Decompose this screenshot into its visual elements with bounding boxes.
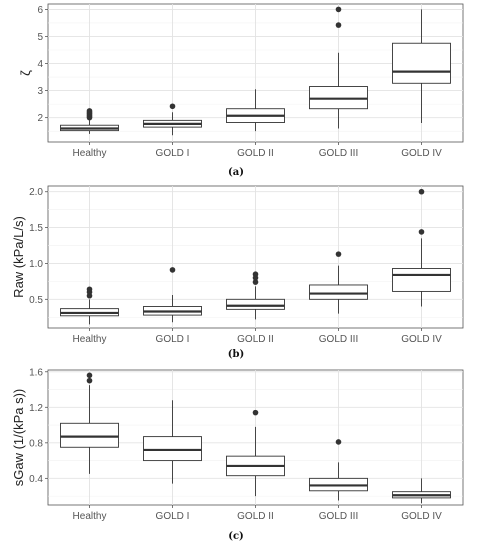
outlier-point — [252, 409, 259, 416]
iqr-box — [60, 422, 119, 448]
y-tick-label: 1.0 — [29, 259, 43, 270]
outlier-point — [335, 22, 342, 28]
x-tick-label: GOLD III — [319, 148, 358, 159]
panel-caption: (c) — [228, 531, 244, 542]
box-gold-ii — [226, 271, 285, 320]
box-healthy — [60, 108, 119, 134]
x-tick-label: GOLD I — [156, 148, 190, 159]
x-tick-label: GOLD II — [237, 511, 274, 522]
outlier-point — [169, 103, 176, 110]
iqr-box — [226, 298, 285, 310]
x-tick-label: GOLD IV — [401, 511, 442, 522]
y-tick-label: 0.5 — [29, 295, 43, 306]
x-tick-label: GOLD I — [156, 334, 190, 345]
x-tick-label: GOLD II — [237, 148, 274, 159]
iqr-box — [143, 436, 202, 462]
outlier-point — [86, 108, 93, 114]
y-axis-title: Raw (kPa/L/s) — [11, 216, 26, 298]
box-healthy — [60, 372, 119, 474]
iqr-box — [309, 284, 368, 300]
outlier-point — [418, 188, 425, 195]
x-tick-label: Healthy — [73, 148, 107, 159]
box-gold-iii — [309, 251, 368, 314]
x-tick-label: GOLD IV — [401, 148, 442, 159]
outlier-point — [252, 271, 259, 278]
x-tick-label: GOLD III — [319, 511, 358, 522]
outlier-point — [86, 372, 93, 379]
box-gold-ii — [226, 89, 285, 132]
x-tick-label: Healthy — [73, 334, 107, 345]
outlier-point — [169, 267, 176, 273]
box-gold-iii — [309, 6, 368, 129]
outlier-point — [252, 279, 259, 285]
box-gold-i — [143, 267, 202, 323]
y-tick-label: 5 — [37, 32, 43, 43]
chart-panel-2: 0.5 1.0 1.5 2.0 Healthy GOLD I GOLD II GOLD III… — [11, 185, 464, 360]
x-tick-label: GOLD II — [237, 334, 274, 345]
box-gold-i — [143, 103, 202, 136]
box-gold-iv — [392, 478, 451, 504]
outlier-point — [335, 6, 342, 13]
outlier-point — [86, 286, 93, 293]
y-tick-label: 0.8 — [29, 438, 43, 449]
box-healthy — [60, 286, 119, 325]
y-axis-title: sGaw (1/(kPa s)) — [11, 389, 26, 487]
x-tick-label: GOLD I — [156, 511, 190, 522]
y-tick-label: 0.4 — [29, 474, 43, 485]
chart-panel-1: 2 3 4 5 6 Healthy GOLD I GOLD II GOLD III GOLD IV… — [18, 3, 464, 178]
outlier-point — [86, 377, 93, 384]
outlier-point — [335, 439, 342, 445]
box-gold-ii — [226, 409, 285, 497]
y-tick-label: 6 — [37, 5, 43, 16]
y-tick-label: 2.0 — [29, 187, 43, 198]
iqr-box — [392, 268, 451, 292]
box-gold-iv — [392, 9, 451, 124]
y-tick-label: 1.2 — [29, 403, 43, 414]
y-tick-label: 1.5 — [29, 223, 43, 234]
iqr-box — [392, 42, 451, 84]
chart-panel-3: 0.4 0.8 1.2 1.6 Healthy GOLD I GOLD II GOLD III… — [11, 367, 464, 542]
panel-caption: (b) — [228, 349, 244, 360]
y-tick-label: 4 — [37, 59, 43, 70]
panel-caption: (a) — [228, 167, 244, 178]
y-axis-title: ζ — [18, 70, 33, 76]
x-tick-label: Healthy — [73, 511, 107, 522]
outlier-point — [335, 251, 342, 257]
y-tick-label: 2 — [37, 113, 43, 124]
x-tick-label: GOLD IV — [401, 334, 442, 345]
y-tick-label: 1.6 — [29, 367, 43, 378]
box-gold-iv — [392, 188, 451, 307]
y-tick-label: 3 — [37, 86, 43, 97]
x-tick-label: GOLD III — [319, 334, 358, 345]
box-gold-iii — [309, 439, 368, 501]
outlier-point — [418, 229, 425, 235]
box-gold-i — [143, 400, 202, 484]
